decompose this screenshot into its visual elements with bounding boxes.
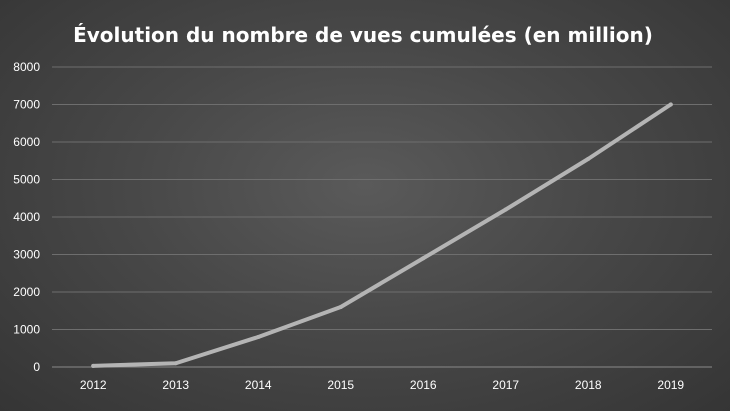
y-tick-label: 7000 (13, 98, 40, 112)
y-tick-label: 2000 (13, 285, 40, 299)
y-tick-label: 6000 (13, 135, 40, 149)
data-point (173, 361, 178, 366)
y-axis-ticks: 0 1000 2000 3000 4000 5000 6000 7000 8000 (13, 60, 40, 374)
y-tick-label: 4000 (13, 210, 40, 224)
chart-title: Évolution du nombre de vues cumulées (en… (73, 23, 653, 47)
y-tick-label: 5000 (13, 173, 40, 187)
data-point (668, 102, 673, 107)
gridlines (52, 66, 712, 368)
x-tick-label: 2019 (657, 378, 684, 392)
data-point (256, 335, 261, 339)
x-tick-label: 2014 (245, 378, 272, 392)
x-tick-label: 2015 (327, 378, 354, 392)
x-tick-label: 2016 (410, 378, 437, 392)
data-point (91, 363, 96, 368)
x-tick-label: 2018 (575, 378, 602, 392)
y-tick-label: 8000 (13, 60, 40, 74)
x-tick-label: 2012 (80, 378, 107, 392)
data-point (338, 305, 343, 309)
y-tick-label: 0 (33, 360, 40, 374)
x-tick-label: 2013 (162, 378, 189, 392)
data-point (421, 256, 426, 261)
data-point (586, 156, 591, 161)
series-layer (91, 102, 673, 368)
x-tick-label: 2017 (492, 378, 519, 392)
x-axis-ticks: 2012 2013 2014 2015 2016 2017 2018 2019 (80, 378, 685, 392)
y-tick-label: 3000 (13, 248, 40, 262)
y-tick-label: 1000 (13, 323, 40, 337)
data-point (503, 207, 508, 212)
series-line (91, 102, 673, 368)
